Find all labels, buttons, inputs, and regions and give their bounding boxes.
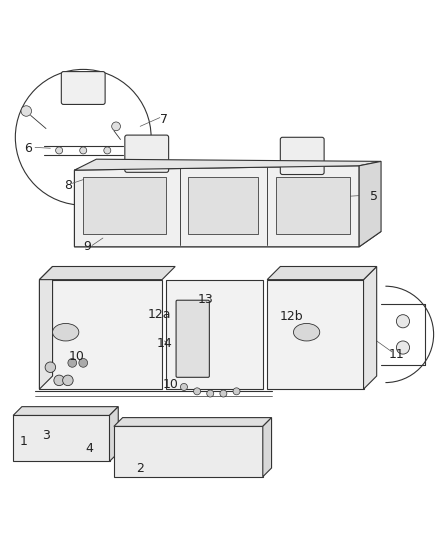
- Text: 12a: 12a: [148, 308, 172, 321]
- Text: 9: 9: [84, 240, 92, 253]
- Circle shape: [15, 69, 151, 205]
- Circle shape: [207, 390, 214, 397]
- Circle shape: [233, 388, 240, 395]
- FancyBboxPatch shape: [61, 71, 105, 104]
- Polygon shape: [74, 231, 381, 247]
- Circle shape: [104, 147, 111, 154]
- Text: 7: 7: [160, 114, 168, 126]
- Circle shape: [180, 383, 187, 391]
- Text: 10: 10: [69, 350, 85, 363]
- Polygon shape: [74, 166, 359, 247]
- Polygon shape: [114, 418, 272, 426]
- Text: 5: 5: [371, 190, 378, 203]
- FancyBboxPatch shape: [125, 135, 169, 172]
- Ellipse shape: [293, 324, 320, 341]
- Polygon shape: [364, 266, 377, 389]
- Text: 6: 6: [25, 142, 32, 155]
- Text: 8: 8: [64, 179, 72, 192]
- Polygon shape: [39, 266, 53, 389]
- Circle shape: [21, 106, 32, 116]
- Polygon shape: [114, 426, 263, 477]
- Text: 11: 11: [389, 348, 404, 361]
- Text: 13: 13: [198, 293, 214, 306]
- Circle shape: [79, 359, 88, 367]
- Circle shape: [56, 147, 63, 154]
- Text: 4: 4: [86, 442, 94, 455]
- Text: 10: 10: [163, 378, 179, 391]
- Polygon shape: [267, 266, 377, 280]
- Text: 2: 2: [136, 462, 144, 475]
- Polygon shape: [83, 177, 166, 233]
- Ellipse shape: [53, 324, 79, 341]
- Polygon shape: [276, 177, 350, 233]
- Polygon shape: [188, 177, 258, 233]
- Circle shape: [396, 341, 410, 354]
- Circle shape: [54, 375, 64, 386]
- FancyBboxPatch shape: [280, 138, 324, 174]
- Polygon shape: [110, 407, 118, 462]
- Text: 3: 3: [42, 429, 50, 442]
- Polygon shape: [13, 415, 110, 462]
- Polygon shape: [13, 407, 118, 415]
- Polygon shape: [267, 280, 364, 389]
- Text: 14: 14: [156, 337, 172, 350]
- Polygon shape: [39, 266, 175, 280]
- Circle shape: [80, 147, 87, 154]
- Polygon shape: [74, 159, 381, 170]
- Circle shape: [112, 122, 120, 131]
- Circle shape: [45, 362, 56, 373]
- Polygon shape: [39, 280, 162, 389]
- Circle shape: [220, 390, 227, 397]
- Polygon shape: [263, 418, 272, 477]
- Text: 1: 1: [20, 435, 28, 448]
- Text: 12b: 12b: [279, 310, 303, 324]
- Circle shape: [194, 388, 201, 395]
- FancyBboxPatch shape: [176, 300, 209, 377]
- Circle shape: [68, 359, 77, 367]
- Circle shape: [63, 375, 73, 386]
- Polygon shape: [74, 161, 101, 247]
- Polygon shape: [359, 161, 381, 247]
- Circle shape: [396, 314, 410, 328]
- Polygon shape: [166, 280, 263, 389]
